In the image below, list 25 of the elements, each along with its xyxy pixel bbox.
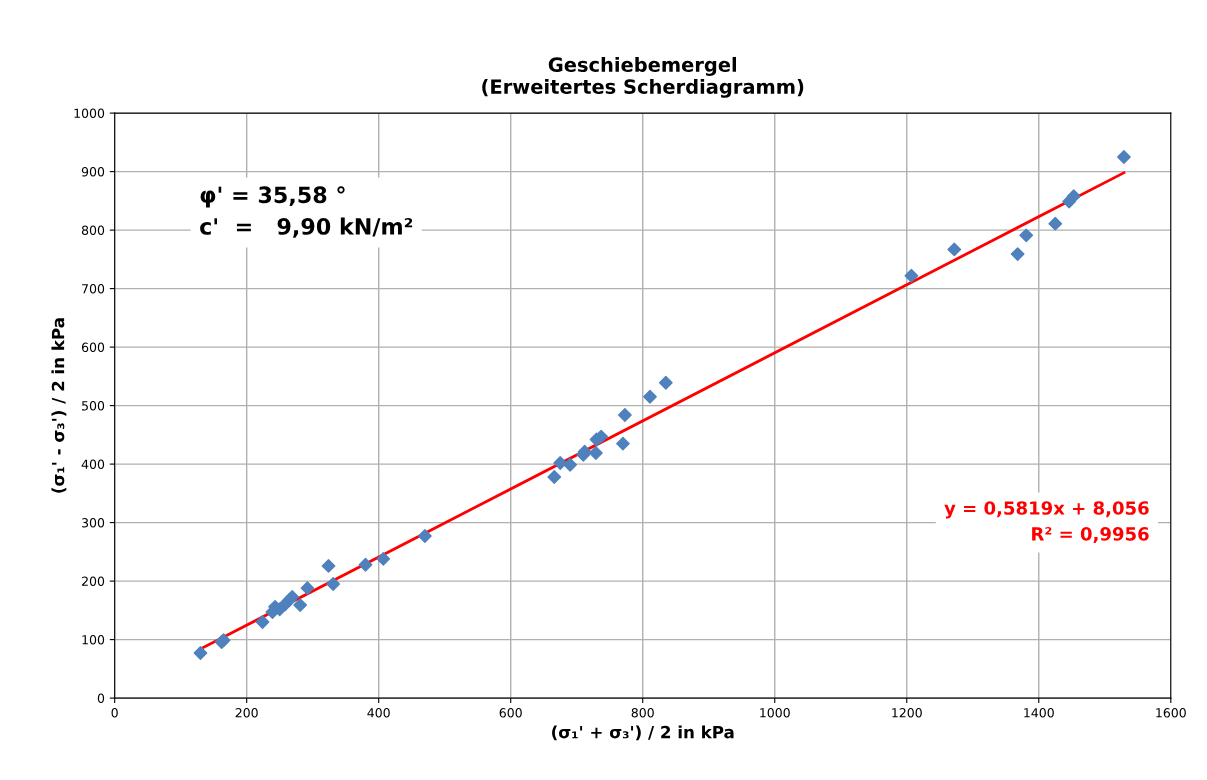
x-tick-label: 1400 bbox=[1024, 708, 1054, 718]
y-tick-label: 500 bbox=[82, 401, 105, 411]
x-tick-label: 0 bbox=[111, 708, 118, 718]
y-tick-label: 200 bbox=[82, 576, 105, 587]
x-tick-label: 800 bbox=[631, 708, 654, 718]
y-tick-label: 800 bbox=[81, 225, 105, 236]
y-tick-label: 400 bbox=[81, 459, 105, 470]
x-tick-label: 1600 bbox=[1156, 708, 1186, 718]
annotation: φ' = 35,58 ° c' = 9,90 kN/m² bbox=[200, 186, 413, 238]
y-tick-label: 0 bbox=[97, 693, 105, 704]
y-tick-label: 1000 bbox=[74, 108, 105, 119]
annotation: y = 0,5819x + 8,056 R² = 0,9956 bbox=[944, 501, 1149, 543]
x-tick-label: 600 bbox=[499, 708, 522, 718]
x-axis-title: (σ₁' + σ₃') / 2 in kPa bbox=[552, 725, 734, 741]
y-tick-label: 100 bbox=[82, 635, 105, 645]
x-tick-label: 1000 bbox=[760, 708, 790, 718]
y-tick-label: 300 bbox=[82, 518, 105, 528]
chart-title: Geschiebemergel (Erweitertes Scherdiagramm) bbox=[482, 56, 804, 98]
y-tick-label: 700 bbox=[82, 284, 105, 294]
y-tick-label: 900 bbox=[81, 167, 105, 177]
y-tick-label: 600 bbox=[81, 342, 105, 353]
y-axis-title: (σ₁' - σ₃') / 2 in kPa bbox=[51, 318, 67, 493]
x-tick-label: 400 bbox=[367, 708, 390, 718]
x-tick-label: 200 bbox=[235, 708, 258, 718]
x-tick-label: 1200 bbox=[892, 708, 922, 718]
